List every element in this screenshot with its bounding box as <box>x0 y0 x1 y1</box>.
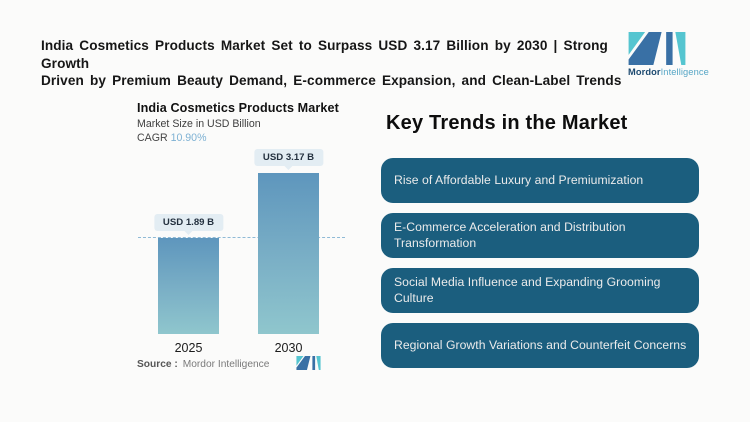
trend-banner-text: Social Media Influence and Expanding Gro… <box>394 275 661 305</box>
bar-value-label-2030: USD 3.17 B <box>253 149 324 166</box>
cagr-label: CAGR <box>137 132 168 144</box>
chart-cagr: CAGR 10.90% <box>137 132 207 144</box>
mordor-logo-icon <box>628 32 686 65</box>
trend-banner-text: Regional Growth Variations and Counterfe… <box>394 337 687 352</box>
brand-name-bold: Mordor <box>628 67 661 77</box>
brand-logo: MordorIntelligence <box>628 32 709 77</box>
source-label: Source : <box>137 359 178 370</box>
x-tick-2030: 2030 <box>274 341 303 355</box>
trend-banner-text: Rise of Affordable Luxury and Premiumiza… <box>394 172 644 187</box>
bar-2025: USD 1.89 B <box>153 214 224 334</box>
trends-heading: Key Trends in the Market <box>386 112 628 134</box>
trend-banner-regional-growth: Regional Growth Variations and Counterfe… <box>381 323 699 368</box>
brand-name-light: Intelligence <box>660 67 709 77</box>
cagr-value: 10.90% <box>170 132 207 144</box>
page-title-line2: Driven by Premium Beauty Demand, E-comme… <box>41 73 622 88</box>
chart-subtitle: Market Size in USD Billion <box>137 118 261 130</box>
source-line: Source : Mordor Intelligence <box>137 359 269 370</box>
trend-banner-premiumization: Rise of Affordable Luxury and Premiumiza… <box>381 158 699 203</box>
page-title: India Cosmetics Products Market Set to S… <box>41 37 626 90</box>
trend-banner-text: E-Commerce Acceleration and Distribution… <box>394 220 626 250</box>
trend-banner-social-media: Social Media Influence and Expanding Gro… <box>381 268 699 313</box>
bar-plot: USD 1.89 B 2025 USD 3.17 B 2030 <box>138 149 348 355</box>
bar-2030: USD 3.17 B <box>253 149 324 334</box>
x-tick-2025: 2025 <box>174 341 203 355</box>
page-title-line1: India Cosmetics Products Market Set to S… <box>41 38 608 71</box>
reference-dashed-line <box>138 237 345 238</box>
source-value: Mordor Intelligence <box>182 359 270 370</box>
mordor-logo-small-icon <box>296 356 321 370</box>
trend-banner-ecommerce: E-Commerce Acceleration and Distribution… <box>381 213 699 258</box>
bar-value-label-2025: USD 1.89 B <box>153 214 224 231</box>
brand-name: MordorIntelligence <box>628 67 709 77</box>
chart-title: India Cosmetics Products Market <box>137 101 339 115</box>
